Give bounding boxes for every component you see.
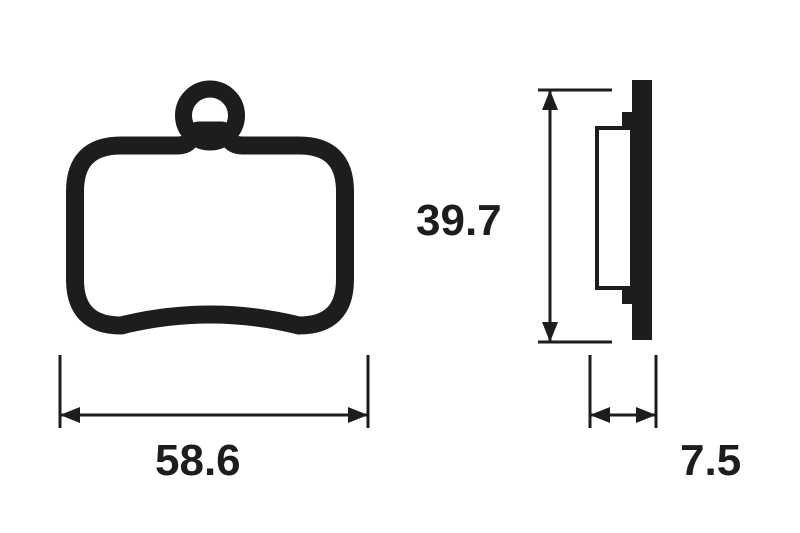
width-dimension-label: 58.6 <box>155 436 241 486</box>
height-dimension-label: 39.7 <box>416 196 502 246</box>
diagram-canvas: 58.6 39.7 7.5 <box>0 0 800 533</box>
thickness-dimension-label: 7.5 <box>680 436 741 486</box>
